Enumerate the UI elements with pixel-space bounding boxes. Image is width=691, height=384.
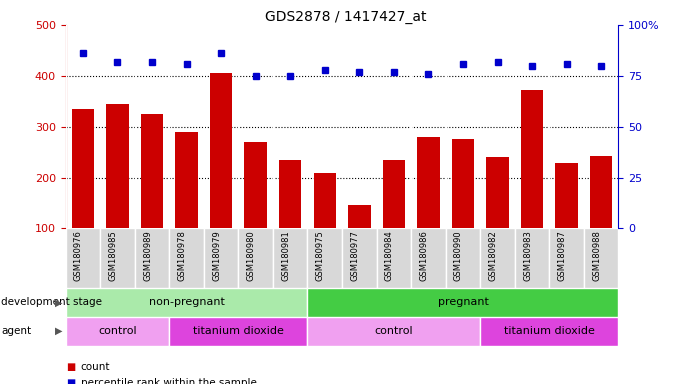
FancyBboxPatch shape xyxy=(446,228,480,288)
Text: titanium dioxide: titanium dioxide xyxy=(504,326,595,336)
Text: GSM180984: GSM180984 xyxy=(385,230,394,281)
Text: non-pregnant: non-pregnant xyxy=(149,297,225,308)
Text: GSM180989: GSM180989 xyxy=(143,230,152,281)
Bar xyxy=(383,160,405,280)
FancyBboxPatch shape xyxy=(549,228,584,288)
Text: ■: ■ xyxy=(66,378,75,384)
Bar xyxy=(452,139,474,280)
Text: ▶: ▶ xyxy=(55,326,62,336)
FancyBboxPatch shape xyxy=(307,317,480,346)
Text: control: control xyxy=(375,326,413,336)
FancyBboxPatch shape xyxy=(66,288,307,317)
Text: GSM180975: GSM180975 xyxy=(316,230,325,281)
Bar xyxy=(314,172,336,280)
Text: GSM180977: GSM180977 xyxy=(350,230,359,281)
Text: percentile rank within the sample: percentile rank within the sample xyxy=(81,378,257,384)
Text: GSM180978: GSM180978 xyxy=(178,230,187,281)
Text: pregnant: pregnant xyxy=(437,297,489,308)
FancyBboxPatch shape xyxy=(66,317,169,346)
Text: GSM180979: GSM180979 xyxy=(212,230,221,281)
Bar xyxy=(106,104,129,280)
Text: GSM180987: GSM180987 xyxy=(558,230,567,281)
FancyBboxPatch shape xyxy=(342,228,377,288)
FancyBboxPatch shape xyxy=(273,228,307,288)
Bar xyxy=(590,156,612,280)
FancyBboxPatch shape xyxy=(307,228,342,288)
Text: GSM180981: GSM180981 xyxy=(281,230,290,281)
Text: development stage: development stage xyxy=(1,297,102,308)
Text: GSM180982: GSM180982 xyxy=(489,230,498,281)
Text: GSM180976: GSM180976 xyxy=(74,230,83,281)
Text: ▶: ▶ xyxy=(55,297,62,308)
Bar xyxy=(210,73,232,280)
Bar xyxy=(279,160,301,280)
Text: GSM180986: GSM180986 xyxy=(419,230,428,281)
FancyBboxPatch shape xyxy=(100,228,135,288)
Bar xyxy=(486,157,509,280)
FancyBboxPatch shape xyxy=(307,288,618,317)
FancyBboxPatch shape xyxy=(135,228,169,288)
Text: GSM180990: GSM180990 xyxy=(454,230,463,281)
FancyBboxPatch shape xyxy=(584,228,618,288)
Text: GSM180985: GSM180985 xyxy=(108,230,117,281)
FancyBboxPatch shape xyxy=(377,228,411,288)
FancyBboxPatch shape xyxy=(480,317,618,346)
Text: control: control xyxy=(98,326,137,336)
FancyBboxPatch shape xyxy=(169,228,204,288)
FancyBboxPatch shape xyxy=(411,228,446,288)
Bar xyxy=(521,90,543,280)
Text: agent: agent xyxy=(1,326,32,336)
Bar xyxy=(417,137,439,280)
FancyBboxPatch shape xyxy=(480,228,515,288)
Bar xyxy=(72,109,94,280)
Text: GSM180988: GSM180988 xyxy=(592,230,601,281)
Bar xyxy=(176,132,198,280)
FancyBboxPatch shape xyxy=(204,228,238,288)
Bar xyxy=(245,142,267,280)
FancyBboxPatch shape xyxy=(66,228,100,288)
Text: GDS2878 / 1417427_at: GDS2878 / 1417427_at xyxy=(265,10,426,23)
Bar xyxy=(556,163,578,280)
Text: GSM180983: GSM180983 xyxy=(523,230,532,281)
FancyBboxPatch shape xyxy=(515,228,549,288)
Text: count: count xyxy=(81,362,111,372)
FancyBboxPatch shape xyxy=(169,317,307,346)
Bar xyxy=(141,114,163,280)
Text: GSM180980: GSM180980 xyxy=(247,230,256,281)
Bar xyxy=(348,205,370,280)
Text: ■: ■ xyxy=(66,362,75,372)
Text: titanium dioxide: titanium dioxide xyxy=(193,326,284,336)
FancyBboxPatch shape xyxy=(238,228,273,288)
